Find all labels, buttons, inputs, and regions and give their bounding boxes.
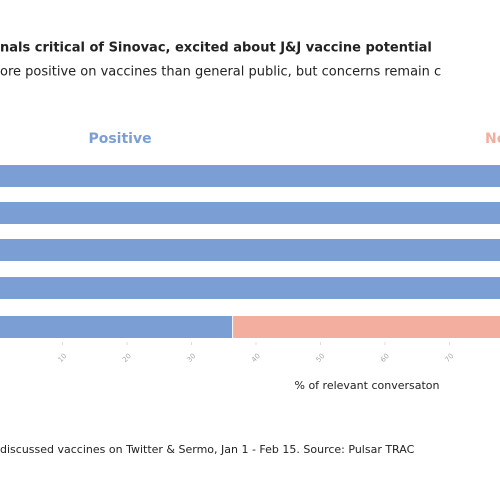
bar-segment [0,277,500,299]
x-tick-label: 10 [57,352,69,364]
chart-title: nals critical of Sinovac, excited about … [0,41,432,56]
legend-label: Ne [485,131,500,147]
x-tick-label: 60 [379,352,391,364]
x-tick-label: 70 [444,352,456,364]
footer: discussed vaccines on Twitter & Sermo, J… [0,443,415,456]
bar-segment [233,316,500,338]
x-tick-label: 30 [186,352,198,364]
bar-segment [0,202,500,224]
bar-segment [0,239,500,261]
x-tick-label: 20 [121,352,133,364]
x-tick-label: 50 [315,352,327,364]
x-axis-label: % of relevant conversaton [295,379,440,392]
bar-segment [0,165,500,187]
chart-subtitle: ore positive on vaccines than general pu… [0,65,441,80]
legend-label: Positive [88,131,151,147]
bar-segment [0,316,233,338]
x-tick-label: 40 [250,352,262,364]
